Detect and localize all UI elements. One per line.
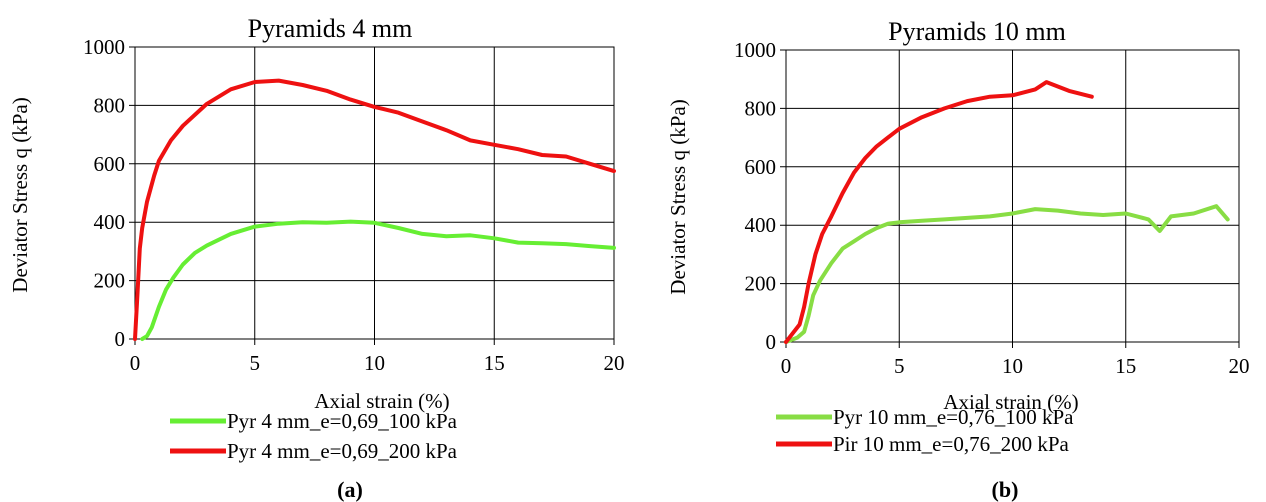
y-axis-label: Deviator Stress q (kPa) [666,99,690,294]
chart-title: Pyramids 4 mm [248,14,413,43]
legend-label: Pyr 4 mm_e=0,69_200 kPa [227,439,458,463]
y-tick-label: 400 [94,210,126,234]
y-tick-label: 1000 [83,35,125,59]
panel-caption: (a) [337,477,363,502]
x-tick-label: 20 [1229,354,1250,378]
series-line-1 [140,219,616,341]
panel-caption: (b) [992,477,1019,502]
chart-panel-b: Pyramids 10 mm Deviator Stress q (kPa) A… [666,17,1250,502]
chart-title: Pyramids 10 mm [888,17,1066,46]
y-tick-label: 200 [745,272,777,296]
y-tick-label: 0 [115,327,126,351]
x-tick-label: 20 [604,351,625,375]
x-tick-label: 10 [364,351,385,375]
x-axis-label: Axial strain (%) [314,389,449,413]
y-tick-label: 600 [94,152,126,176]
y-tick-label: 400 [745,213,777,237]
legend-label: Pyr 4 mm_e=0,69_100 kPa [227,409,458,433]
x-tick-label: 5 [894,354,905,378]
x-tick-label: 0 [130,351,141,375]
y-tick-label: 1000 [734,38,776,62]
x-tick-label: 5 [250,351,261,375]
x-tick-label: 15 [484,351,505,375]
series-line-1 [784,204,1230,344]
x-tick-label: 0 [781,354,792,378]
x-tick-label: 15 [1115,354,1136,378]
series-line-2 [784,80,1094,344]
y-tick-label: 800 [94,93,126,117]
y-axis-label: Deviator Stress q (kPa) [8,97,32,292]
x-tick-label: 10 [1002,354,1023,378]
chart-panel-a: Pyramids 4 mm Deviator Stress q (kPa) Ax… [8,14,625,502]
legend-label: Pyr 10 mm_e=0,76_100 kPa [833,405,1074,429]
y-tick-label: 200 [94,269,126,293]
y-tick-label: 800 [745,96,777,120]
series-line-2 [133,78,616,341]
x-axis-label: Axial strain (%) [943,390,1078,414]
y-tick-label: 0 [766,330,777,354]
y-tick-label: 600 [745,155,777,179]
legend-label: Pir 10 mm_e=0,76_200 kPa [833,432,1070,456]
